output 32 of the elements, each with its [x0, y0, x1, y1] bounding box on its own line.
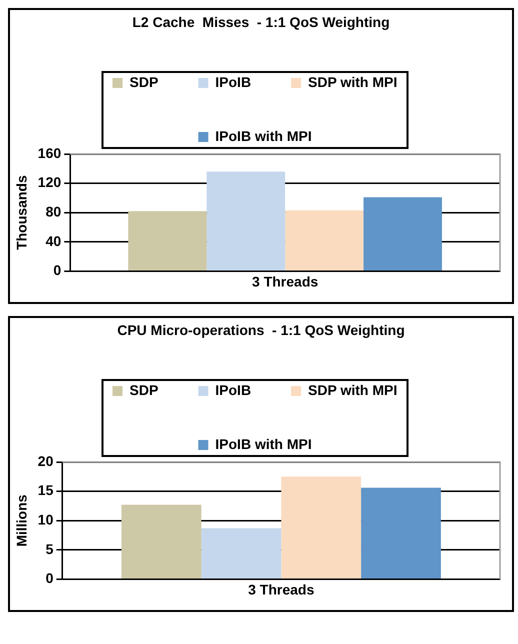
- bar: [201, 528, 282, 578]
- legend-label: SDP: [129, 382, 158, 398]
- bar: [128, 211, 207, 270]
- chart-title: L2 Cache Misses - 1:1 QoS Weighting: [131, 14, 391, 30]
- y-tick-label: 0: [46, 570, 54, 586]
- y-tick-label: 40: [46, 232, 62, 249]
- legend-label: SDP: [129, 74, 158, 90]
- bar: [364, 197, 442, 270]
- legend-label: SDP with MPI: [308, 74, 398, 90]
- y-tick-label: 15: [38, 482, 54, 498]
- y-axis-title: Millions: [13, 494, 30, 547]
- bar: [121, 504, 202, 578]
- legend-label: IPoIB: [215, 74, 252, 90]
- y-tick-label: 0: [53, 262, 62, 278]
- y-tick-label: 80: [46, 203, 62, 220]
- y-axis-title: Thousands: [13, 175, 30, 250]
- bar: [206, 172, 286, 270]
- bar: [361, 488, 441, 578]
- bar: [281, 476, 362, 578]
- legend-label: SDP with MPI: [308, 382, 398, 398]
- chart-title: CPU Micro-operations - 1:1 QoS Weighting: [116, 322, 406, 338]
- y-tick-label: 160: [38, 144, 62, 161]
- bar: [285, 210, 364, 270]
- x-tick-label: 3 Threads: [252, 273, 318, 290]
- x-tick-label: 3 Threads: [248, 581, 314, 598]
- y-tick-label: 20: [38, 452, 54, 469]
- legend-label: IPoIB: [215, 382, 252, 398]
- y-tick-label: 10: [38, 511, 54, 528]
- legend-label: IPoIB with MPI: [215, 128, 312, 144]
- y-tick-label: 5: [46, 540, 54, 557]
- legend-label: IPoIB with MPI: [215, 436, 312, 452]
- y-tick-label: 120: [38, 174, 62, 190]
